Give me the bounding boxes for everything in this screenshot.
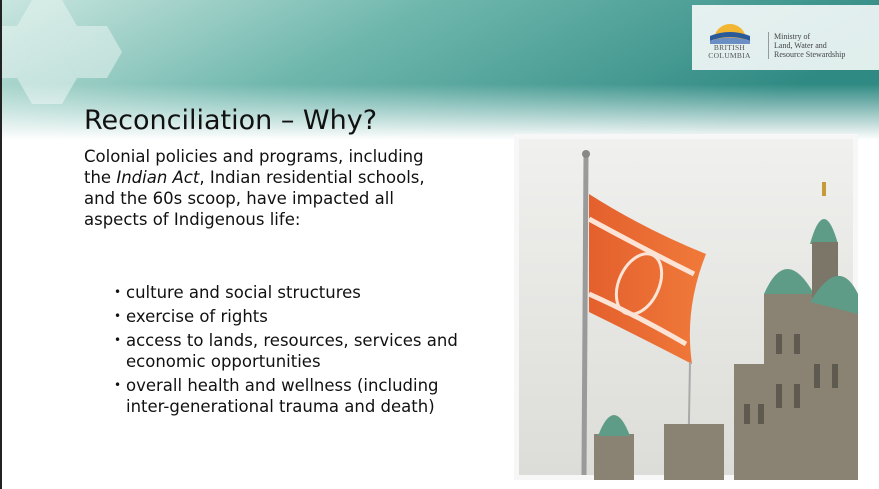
logo-sun	[710, 24, 750, 44]
bullet: access to lands, resources, services and…	[114, 330, 459, 372]
ministry-line: Land, Water and	[774, 41, 827, 50]
text: Colonial policies and programs, includin…	[84, 147, 424, 187]
bullet: exercise of rights	[114, 306, 459, 327]
bullet: overall health and wellness (including i…	[114, 375, 459, 417]
ministry-line: Resource Stewardship	[774, 50, 846, 59]
header-band	[2, 0, 879, 140]
photo	[514, 134, 858, 480]
bullet-list: culture and social structures exercise o…	[114, 282, 459, 420]
ministry-logo: BRITISH COLUMBIA Ministry of Land, Water…	[702, 14, 872, 64]
logo-text: BRITISH COLUMBIA	[708, 43, 751, 60]
bullet: culture and social structures	[114, 282, 459, 303]
ministry-line: Ministry of	[774, 32, 811, 41]
body-text: Colonial policies and programs, includin…	[84, 146, 429, 230]
ministry-name: Ministry of Land, Water and Resource Ste…	[768, 32, 845, 59]
slide-title: Reconciliation – Why?	[84, 105, 378, 136]
italic-text: Indian Act	[116, 168, 200, 187]
text: , Indian residential schools, and the 60…	[84, 168, 425, 229]
